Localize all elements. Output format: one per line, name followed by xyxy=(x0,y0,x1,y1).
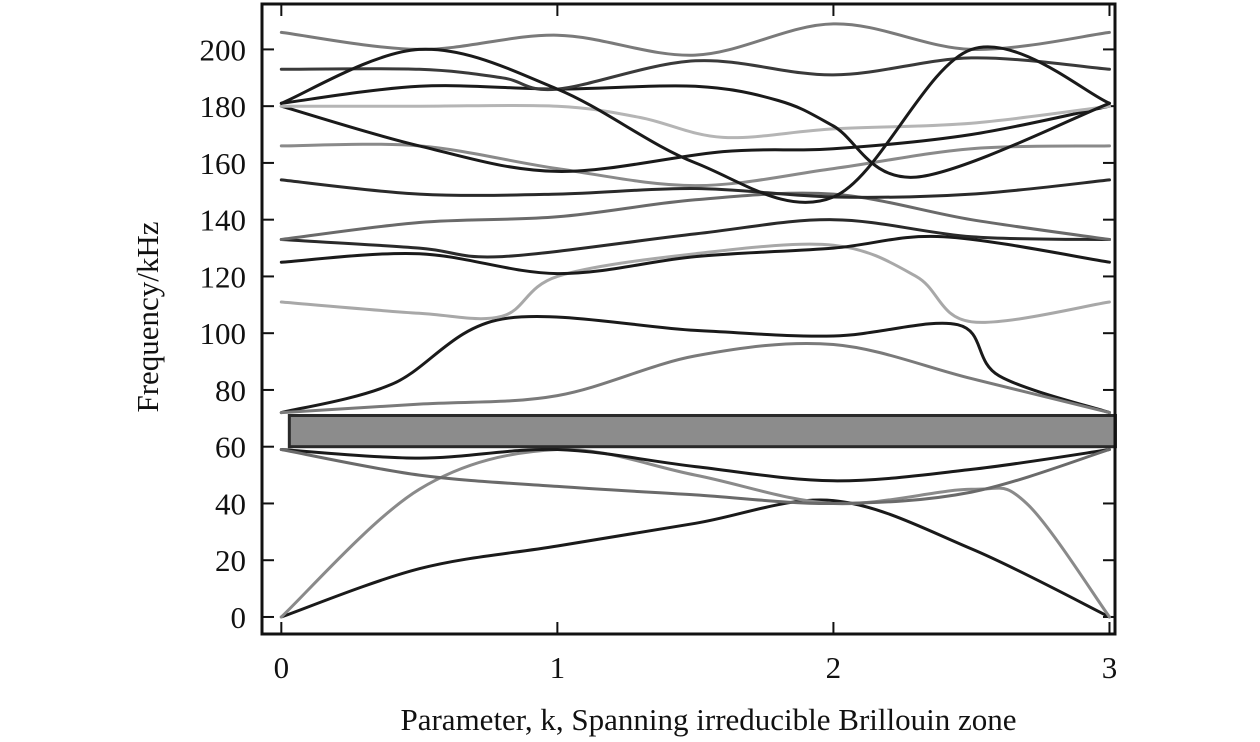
plot-frame xyxy=(260,2,1117,636)
band-curve-15 xyxy=(279,84,1111,179)
y-tick-label: 120 xyxy=(200,259,247,294)
y-tick-label: 200 xyxy=(200,32,247,67)
y-axis-title: Frequency/kHz xyxy=(130,221,165,412)
x-tick-label: 1 xyxy=(550,650,566,685)
tick-layer xyxy=(262,4,1115,634)
band-curve-11 xyxy=(279,178,1111,199)
band-curve-6 xyxy=(279,341,1111,415)
x-axis-title: Parameter, k, Spanning irreducible Brill… xyxy=(400,702,1016,737)
y-tick-label: 140 xyxy=(200,203,247,238)
band-curve-18 xyxy=(279,45,1111,204)
y-tick-label: 80 xyxy=(215,373,246,408)
band-curve-10 xyxy=(279,191,1111,241)
band-curve-7 xyxy=(279,242,1111,324)
band-curve-3 xyxy=(279,447,1111,483)
y-tick-label: 0 xyxy=(231,600,247,635)
band-curve-13 xyxy=(279,104,1111,173)
y-tick-label: 160 xyxy=(200,146,247,181)
tick-label-layer: 0 20 40 60 80 100 120 140 160 180 200 0 1 2 3 xyxy=(200,32,1118,685)
x-tick-label: 3 xyxy=(1102,650,1118,685)
y-tick-label: 20 xyxy=(215,543,246,578)
band-curve-14 xyxy=(279,103,1111,140)
band-curve-16 xyxy=(279,56,1111,92)
band-curve-5 xyxy=(279,314,1111,415)
y-tick-label: 100 xyxy=(200,316,247,351)
y-tick-label: 60 xyxy=(215,430,246,465)
band-layer xyxy=(279,22,1111,619)
band-curve-12 xyxy=(279,142,1111,188)
band-curve-1 xyxy=(279,498,1111,619)
band-curve-4 xyxy=(279,448,1111,506)
band-gap-box xyxy=(287,413,1117,449)
band-curve-8 xyxy=(279,234,1111,276)
band-curve-9 xyxy=(279,218,1111,259)
y-tick-label: 180 xyxy=(200,89,247,124)
y-tick-label: 40 xyxy=(215,486,246,521)
band-curve-2 xyxy=(279,447,1111,619)
x-tick-label: 2 xyxy=(826,650,842,685)
x-tick-label: 0 xyxy=(274,650,290,685)
